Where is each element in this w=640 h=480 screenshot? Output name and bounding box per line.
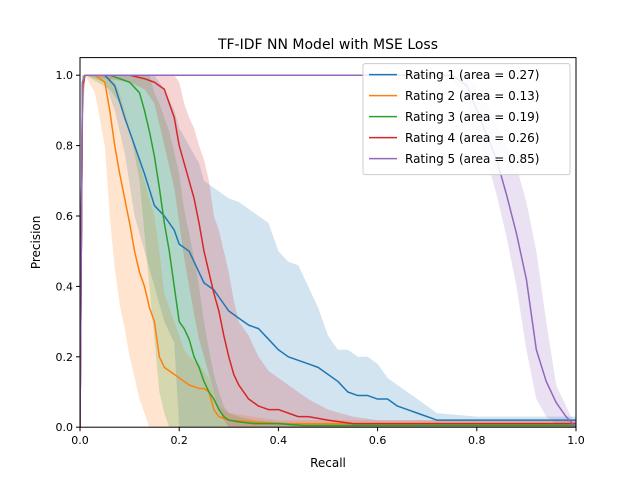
legend-label-4: Rating 4 (area = 0.26): [405, 131, 539, 145]
legend-label-3: Rating 3 (area = 0.19): [405, 110, 539, 124]
x-tick-label: 0.2: [170, 434, 188, 447]
legend-label-2: Rating 2 (area = 0.13): [405, 89, 539, 103]
legend-label-5: Rating 5 (area = 0.85): [405, 152, 539, 166]
legend-box: [362, 63, 571, 176]
band-series-4: [80, 75, 576, 428]
x-tick-label: 0.0: [71, 434, 89, 447]
x-tick-label: 1.0: [567, 434, 585, 447]
y-tick-label: 0.4: [56, 280, 74, 293]
y-tick-label: 0.2: [56, 351, 74, 364]
line-series-4: [80, 74, 576, 428]
chart-title: TF-IDF NN Model with MSE Loss: [217, 37, 438, 53]
y-tick-label: 1.0: [56, 69, 74, 82]
line-series-2: [80, 74, 576, 428]
x-tick-label: 0.6: [369, 434, 387, 447]
x-tick-label: 0.8: [468, 434, 486, 447]
x-tick-label: 0.4: [270, 434, 288, 447]
band-series-3: [80, 75, 576, 428]
legend: Rating 1 (area = 0.27) Rating 2 (area = 0…: [362, 63, 571, 176]
x-axis-label: Recall: [310, 456, 346, 470]
legend-label-1: Rating 1 (area = 0.27): [405, 68, 539, 82]
line-series-1: [80, 74, 576, 428]
line-series-3: [80, 74, 576, 428]
y-axis-ticks: 0.0 0.2 0.4 0.6 0.8 1.0: [56, 69, 80, 434]
y-tick-label: 0.0: [56, 421, 74, 434]
y-tick-label: 0.6: [56, 210, 74, 223]
plot-frame: [79, 57, 577, 428]
band-series-1: [80, 75, 576, 428]
y-axis-label: Precision: [29, 216, 43, 270]
x-axis-ticks: 0.0 0.2 0.4 0.6 0.8 1.0: [71, 427, 585, 447]
confidence-bands: [80, 75, 576, 428]
y-tick-label: 0.8: [56, 140, 74, 153]
